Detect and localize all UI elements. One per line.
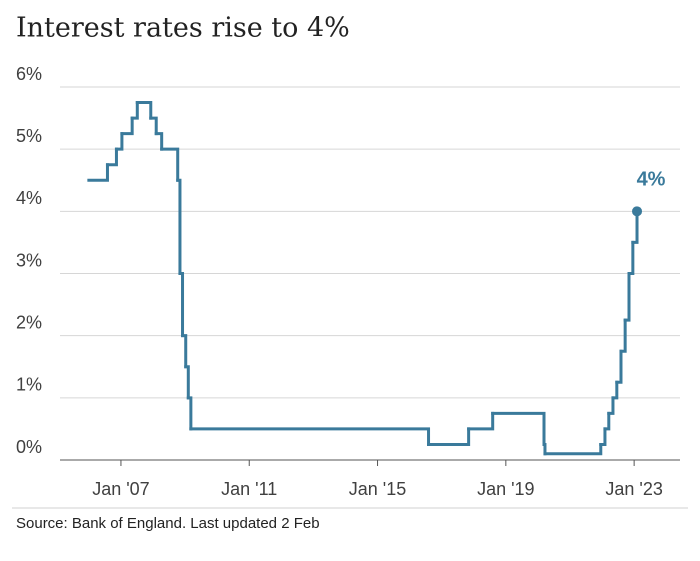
line-step [178, 272, 185, 338]
annotation: 4% [637, 169, 666, 191]
line-step [611, 380, 619, 400]
line-step [607, 396, 615, 415]
line-step [105, 147, 118, 167]
chart-title: Interest rates rise to 4% [16, 13, 350, 44]
line-step [467, 411, 495, 431]
line-step [154, 132, 164, 151]
y-tick-label: 2% [16, 312, 42, 332]
line-step [491, 411, 546, 446]
y-tick-label: 6% [16, 64, 42, 84]
y-tick-label: 1% [16, 375, 42, 395]
line-step [603, 411, 611, 431]
line-step [542, 442, 547, 456]
line-step [619, 318, 627, 353]
line-step [186, 396, 193, 431]
line-step [615, 349, 623, 384]
line-step [543, 442, 603, 456]
y-tick-label: 4% [16, 188, 42, 208]
line-step [631, 209, 639, 244]
line-step [627, 240, 635, 275]
line-step [184, 365, 190, 400]
line-step [130, 101, 139, 120]
end-point [632, 206, 643, 217]
line-step [87, 163, 109, 182]
line-step [189, 427, 431, 446]
y-tick-label: 0% [16, 437, 42, 457]
x-tick-label: Jan '07 [92, 479, 149, 499]
y-tick-label: 5% [16, 126, 42, 146]
y-tick-label: 3% [16, 250, 42, 270]
x-tick-label: Jan '19 [477, 479, 534, 499]
line-step [120, 116, 134, 136]
line-step [114, 132, 124, 151]
x-tick-label: Jan '15 [349, 479, 406, 499]
line-step [135, 101, 153, 120]
line-step [160, 147, 180, 182]
x-tick-label: Jan '11 [221, 479, 277, 499]
line-step [149, 116, 158, 136]
line-step [623, 272, 631, 322]
line-step [599, 427, 607, 446]
line-step [427, 427, 471, 446]
source: Source: Bank of England. Last updated 2 … [16, 515, 320, 532]
line-step [176, 178, 182, 275]
line-step [181, 334, 188, 369]
x-tick-label: Jan '23 [605, 479, 662, 499]
